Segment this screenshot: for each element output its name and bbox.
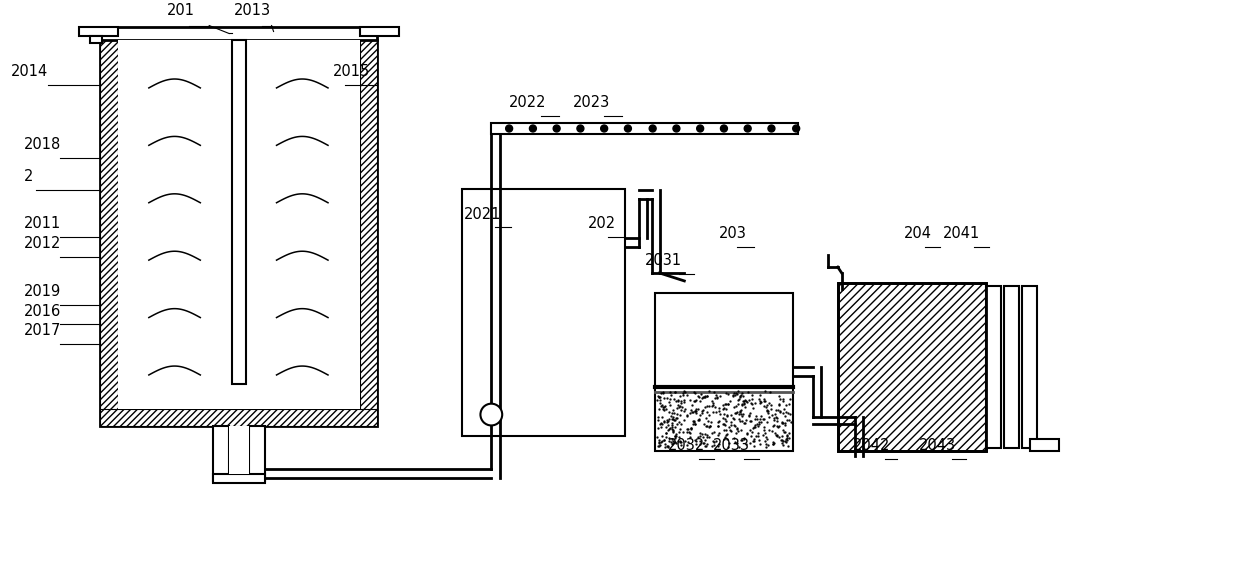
Circle shape [600,125,608,132]
Bar [838,283,986,451]
Text: 202: 202 [588,216,616,231]
Text: 2043: 2043 [919,438,956,453]
Circle shape [673,125,680,132]
Bar [838,283,986,451]
Bar [1004,286,1019,448]
Text: 2041: 2041 [942,226,980,241]
Bar [100,40,118,426]
Text: 2031: 2031 [645,253,682,268]
Bar [461,189,625,436]
Text: 2018: 2018 [24,137,61,152]
Circle shape [650,125,656,132]
Bar [213,474,264,483]
Text: 2021: 2021 [464,207,501,221]
Circle shape [792,125,800,132]
Circle shape [480,404,502,426]
Circle shape [697,125,703,132]
Bar [100,40,377,426]
Circle shape [720,125,728,132]
Bar [213,426,229,481]
Text: 2016: 2016 [24,303,61,319]
Text: 2019: 2019 [24,284,61,299]
Bar [491,123,799,135]
Bar [118,40,360,409]
Text: 2015: 2015 [334,64,371,79]
Text: 2022: 2022 [510,95,547,110]
Text: 2: 2 [24,169,33,184]
Bar [986,286,1001,448]
Text: 2023: 2023 [573,95,610,110]
Bar [232,40,246,384]
Text: 2014: 2014 [11,64,48,79]
Text: 204: 204 [904,226,932,241]
Bar [249,426,264,481]
Circle shape [577,125,584,132]
Text: 2042: 2042 [853,438,890,453]
Text: 2011: 2011 [24,216,61,231]
Circle shape [553,125,560,132]
Circle shape [625,125,631,132]
Bar [100,409,377,426]
Text: 2013: 2013 [234,3,272,18]
Circle shape [768,125,775,132]
Bar [1029,439,1059,451]
Circle shape [506,125,512,132]
Bar [655,293,794,451]
Text: 2012: 2012 [24,236,62,251]
Circle shape [529,125,537,132]
Text: 2032: 2032 [667,438,704,453]
Text: 201: 201 [166,3,195,18]
Bar [229,426,249,474]
Bar [1022,286,1037,448]
Text: 2033: 2033 [713,438,750,453]
Bar [100,27,377,40]
Bar [360,27,399,36]
Circle shape [744,125,751,132]
Text: 2017: 2017 [24,323,62,338]
Text: 203: 203 [719,226,746,241]
Bar [91,36,103,44]
Bar [360,40,377,426]
Bar [78,27,118,36]
